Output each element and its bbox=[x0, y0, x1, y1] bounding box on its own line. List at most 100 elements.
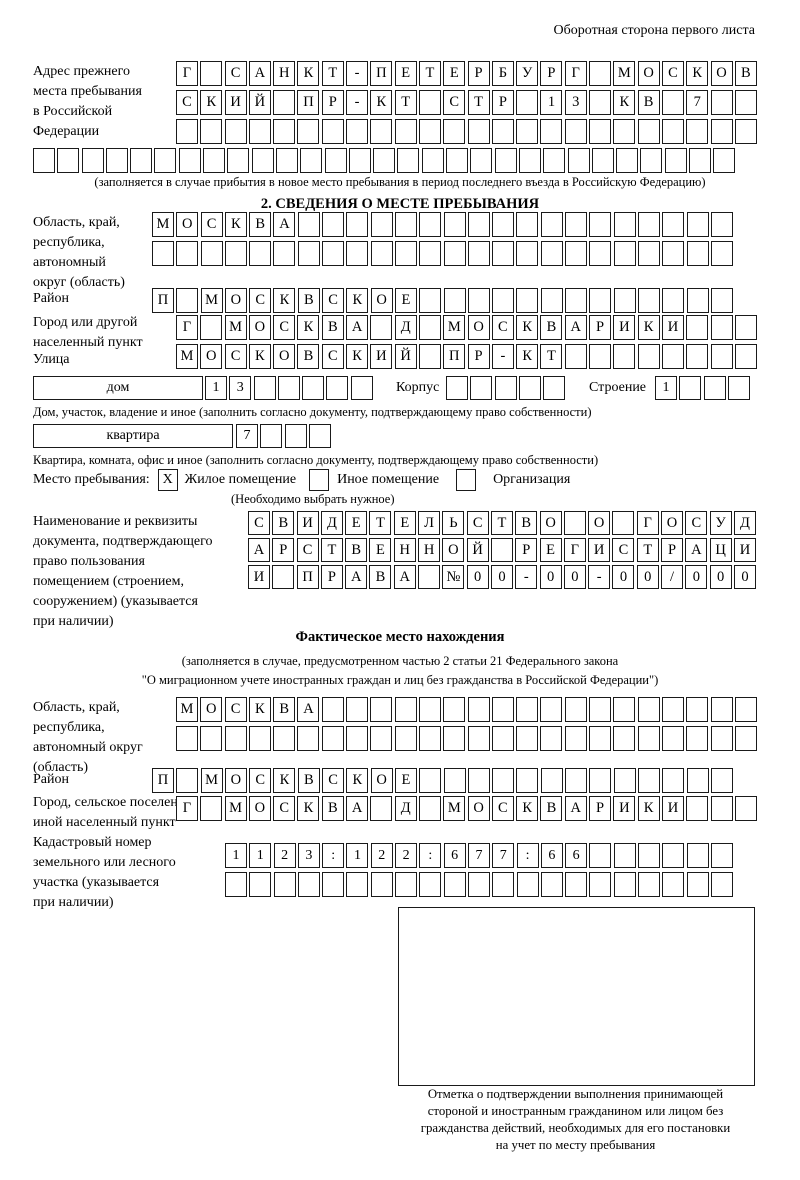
char-cell[interactable]: В bbox=[321, 315, 344, 340]
char-cell[interactable]: Т bbox=[394, 90, 417, 115]
char-cell[interactable] bbox=[686, 726, 709, 751]
char-cell[interactable] bbox=[152, 241, 174, 266]
char-cell[interactable] bbox=[467, 726, 490, 751]
char-cell[interactable] bbox=[637, 726, 660, 751]
char-cell[interactable]: О bbox=[224, 768, 247, 793]
char-cell[interactable]: 6 bbox=[565, 843, 588, 868]
char-cell[interactable] bbox=[516, 241, 539, 266]
actual-region-row-2[interactable] bbox=[176, 726, 759, 751]
char-cell[interactable] bbox=[565, 872, 588, 897]
char-cell[interactable] bbox=[589, 61, 612, 86]
char-cell[interactable] bbox=[346, 119, 369, 144]
char-cell[interactable] bbox=[664, 148, 687, 173]
char-cell[interactable]: И bbox=[296, 511, 319, 535]
stay-type-checkbox-organization[interactable] bbox=[456, 469, 477, 491]
char-cell[interactable] bbox=[321, 119, 344, 144]
char-cell[interactable] bbox=[589, 872, 612, 897]
char-cell[interactable]: Г bbox=[564, 61, 587, 86]
char-cell[interactable] bbox=[470, 148, 493, 173]
char-cell[interactable] bbox=[637, 288, 660, 313]
char-cell[interactable] bbox=[105, 148, 128, 173]
char-cell[interactable] bbox=[686, 697, 709, 722]
char-cell[interactable]: Е bbox=[394, 61, 417, 86]
char-cell[interactable] bbox=[540, 288, 563, 313]
char-cell[interactable] bbox=[679, 376, 702, 400]
char-cell[interactable]: Г bbox=[176, 315, 198, 340]
char-cell[interactable] bbox=[418, 796, 441, 821]
char-cell[interactable]: / bbox=[661, 565, 684, 589]
char-cell[interactable] bbox=[565, 241, 588, 266]
stay-type-checkbox-residential[interactable]: Х bbox=[157, 469, 178, 491]
char-cell[interactable]: О bbox=[467, 315, 490, 340]
char-cell[interactable] bbox=[492, 768, 515, 793]
char-cell[interactable]: Ь bbox=[442, 511, 465, 535]
char-cell[interactable]: Р bbox=[491, 90, 514, 115]
char-cell[interactable]: С bbox=[248, 511, 270, 535]
char-cell[interactable]: 7 bbox=[236, 424, 258, 448]
char-cell[interactable] bbox=[322, 212, 345, 237]
char-cell[interactable] bbox=[443, 212, 466, 237]
char-cell[interactable]: Й bbox=[466, 538, 489, 562]
char-cell[interactable]: 1 bbox=[249, 843, 272, 868]
char-cell[interactable] bbox=[516, 90, 539, 115]
char-cell[interactable]: О bbox=[200, 697, 223, 722]
char-cell[interactable]: М bbox=[224, 315, 247, 340]
char-cell[interactable]: А bbox=[346, 796, 369, 821]
char-cell[interactable] bbox=[419, 212, 442, 237]
char-cell[interactable]: 1 bbox=[655, 376, 677, 400]
cadastral-row-2[interactable] bbox=[225, 872, 735, 897]
char-cell[interactable]: Р bbox=[515, 538, 538, 562]
char-cell[interactable] bbox=[613, 726, 636, 751]
char-cell[interactable]: А bbox=[345, 565, 368, 589]
char-cell[interactable]: В bbox=[515, 511, 538, 535]
char-cell[interactable] bbox=[176, 288, 199, 313]
char-cell[interactable] bbox=[589, 697, 612, 722]
char-cell[interactable]: С bbox=[224, 344, 247, 369]
char-cell[interactable]: 1 bbox=[205, 376, 227, 400]
char-cell[interactable] bbox=[727, 376, 750, 400]
char-cell[interactable] bbox=[613, 872, 636, 897]
flat-digits-row[interactable]: 7 bbox=[236, 424, 333, 448]
char-cell[interactable] bbox=[370, 697, 393, 722]
char-cell[interactable]: С bbox=[273, 796, 296, 821]
char-cell[interactable]: Н bbox=[418, 538, 441, 562]
char-cell[interactable] bbox=[249, 872, 272, 897]
char-cell[interactable] bbox=[734, 697, 757, 722]
char-cell[interactable]: О bbox=[224, 288, 247, 313]
char-cell[interactable]: : bbox=[419, 843, 442, 868]
char-cell[interactable] bbox=[710, 768, 733, 793]
char-cell[interactable]: С bbox=[224, 697, 247, 722]
char-cell[interactable]: Р bbox=[320, 565, 343, 589]
char-cell[interactable]: В bbox=[272, 511, 295, 535]
char-cell[interactable] bbox=[346, 726, 369, 751]
char-cell[interactable] bbox=[710, 241, 733, 266]
char-cell[interactable] bbox=[308, 424, 331, 448]
char-cell[interactable] bbox=[540, 212, 563, 237]
char-cell[interactable]: 0 bbox=[539, 565, 562, 589]
char-cell[interactable] bbox=[564, 119, 587, 144]
char-cell[interactable] bbox=[686, 119, 709, 144]
char-cell[interactable] bbox=[616, 148, 639, 173]
char-cell[interactable]: В bbox=[297, 344, 320, 369]
char-cell[interactable]: И bbox=[613, 315, 636, 340]
char-cell[interactable] bbox=[419, 872, 442, 897]
char-cell[interactable]: - bbox=[515, 565, 538, 589]
char-cell[interactable]: И bbox=[661, 315, 684, 340]
prev-address-row-4[interactable] bbox=[33, 148, 738, 173]
char-cell[interactable] bbox=[467, 212, 490, 237]
char-cell[interactable] bbox=[470, 376, 493, 400]
char-cell[interactable] bbox=[419, 241, 442, 266]
char-cell[interactable]: К bbox=[370, 90, 393, 115]
char-cell[interactable]: Р bbox=[272, 538, 295, 562]
char-cell[interactable]: О bbox=[661, 511, 684, 535]
char-cell[interactable] bbox=[637, 344, 660, 369]
char-cell[interactable]: С bbox=[249, 768, 272, 793]
char-cell[interactable] bbox=[418, 565, 441, 589]
char-cell[interactable]: А bbox=[393, 565, 416, 589]
char-cell[interactable]: П bbox=[443, 344, 466, 369]
char-cell[interactable]: К bbox=[273, 288, 296, 313]
